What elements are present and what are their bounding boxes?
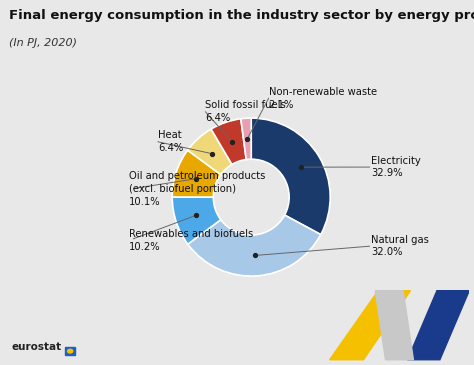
- Wedge shape: [241, 118, 251, 160]
- Text: Heat
6.4%: Heat 6.4%: [158, 130, 183, 153]
- Text: (In PJ, 2020): (In PJ, 2020): [9, 38, 77, 48]
- Text: Oil and petroleum products
(excl. biofuel portion)
10.1%: Oil and petroleum products (excl. biofue…: [129, 172, 265, 207]
- Wedge shape: [172, 150, 221, 197]
- Text: Renewables and biofuels
10.2%: Renewables and biofuels 10.2%: [129, 229, 253, 252]
- Text: Final energy consumption in the industry sector by energy product, EU: Final energy consumption in the industry…: [9, 9, 474, 22]
- Wedge shape: [211, 119, 246, 165]
- Polygon shape: [408, 291, 469, 360]
- Wedge shape: [188, 129, 232, 174]
- Polygon shape: [375, 291, 413, 360]
- Text: Non-renewable waste
2.1%: Non-renewable waste 2.1%: [269, 87, 377, 110]
- Polygon shape: [330, 291, 410, 360]
- Wedge shape: [251, 118, 330, 235]
- Wedge shape: [172, 197, 221, 244]
- Text: eurostat: eurostat: [12, 342, 62, 352]
- Wedge shape: [188, 215, 321, 276]
- Text: Natural gas
32.0%: Natural gas 32.0%: [371, 235, 429, 257]
- Text: Electricity
32.9%: Electricity 32.9%: [371, 156, 421, 178]
- Text: Solid fossil fuels
6.4%: Solid fossil fuels 6.4%: [205, 100, 286, 123]
